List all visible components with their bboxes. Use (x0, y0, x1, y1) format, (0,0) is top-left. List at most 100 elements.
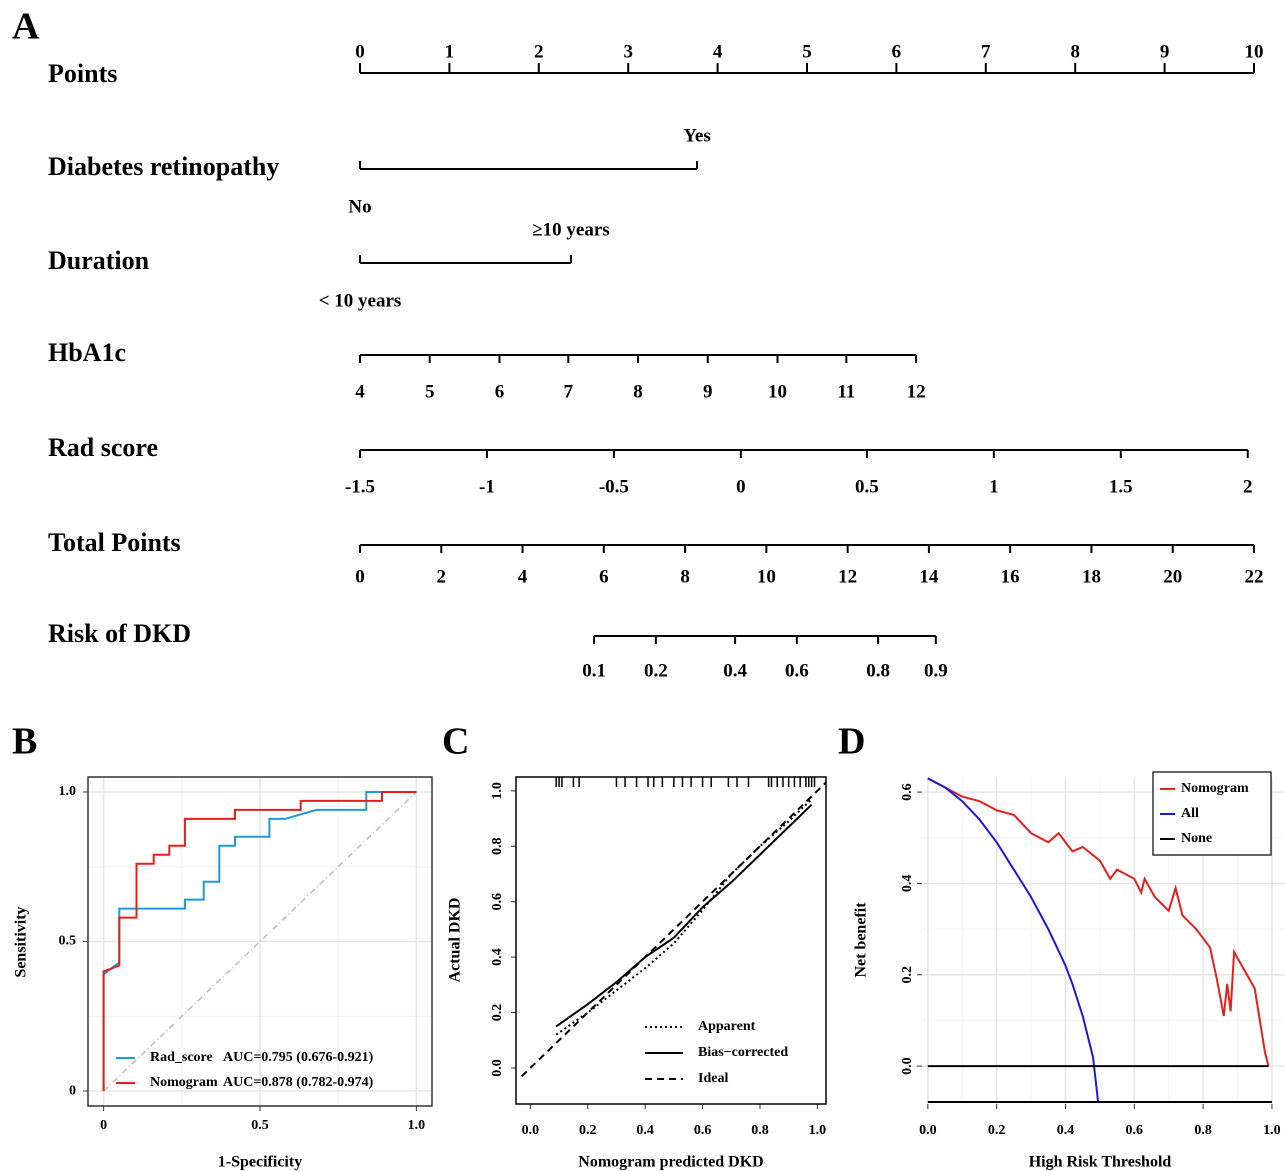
x-tick-label: 0 (100, 1118, 107, 1133)
level-label: 0.5 (855, 476, 879, 497)
x-tick-label: 0.4 (1057, 1123, 1075, 1138)
tick-label: 4 (518, 566, 528, 587)
tick-label: 9 (1160, 41, 1170, 62)
y-tick-label: 1.0 (490, 782, 505, 800)
y-tick-label: 0.2 (490, 1004, 505, 1022)
legend-label: Apparent (698, 1019, 756, 1034)
x-tick-label: 0.0 (919, 1123, 937, 1138)
level-label: 7 (564, 381, 574, 402)
y-tick-label: 0.4 (900, 875, 915, 893)
level-label: 0.2 (644, 660, 668, 681)
level-label: 5 (425, 381, 435, 402)
panel-label: C (442, 721, 469, 763)
legend-auc: AUC=0.795 (0.676-0.921) (223, 1050, 374, 1065)
y-tick-label: 0.5 (59, 934, 77, 949)
x-tick-label: 1.0 (809, 1123, 827, 1138)
legend-label: None (1181, 831, 1212, 846)
legend-label: Nomogram (150, 1075, 218, 1090)
level-label: 6 (495, 381, 505, 402)
series-line (102, 791, 417, 1091)
tick-label: 8 (1070, 41, 1080, 62)
tick-label: 6 (599, 566, 609, 587)
level-label: Yes (683, 125, 710, 146)
level-label: 0.6 (785, 660, 809, 681)
x-tick-label: 0.0 (522, 1123, 540, 1138)
tick-label: 4 (713, 41, 723, 62)
x-axis-title: Nomogram predicted DKD (578, 1154, 763, 1171)
tick-label: 12 (838, 566, 857, 587)
level-label: 2 (1243, 476, 1253, 497)
level-label: 11 (837, 381, 855, 402)
x-axis-title: High Risk Threshold (1029, 1154, 1172, 1171)
tick-label: 1 (445, 41, 455, 62)
level-label: No (348, 196, 371, 217)
level-label: 0.8 (866, 660, 890, 681)
level-label: 10 (768, 381, 787, 402)
level-label: ≥10 years (532, 219, 609, 240)
legend-label: All (1181, 806, 1199, 821)
level-label: 1 (989, 476, 999, 497)
series-line (555, 803, 813, 1028)
tick-label: 18 (1082, 566, 1101, 587)
row-name: Total Points (48, 528, 181, 557)
tick-label: 0 (355, 41, 365, 62)
x-tick-label: 0.2 (579, 1123, 597, 1138)
series-line (555, 798, 813, 1036)
x-tick-label: 0.6 (1126, 1123, 1144, 1138)
level-label: -0.5 (599, 476, 629, 497)
tick-label: 3 (623, 41, 633, 62)
x-tick-label: 0.2 (988, 1123, 1006, 1138)
series-line (927, 777, 1270, 1067)
row-name: Duration (48, 246, 150, 275)
x-tick-label: 1.0 (408, 1118, 426, 1133)
y-axis-title: Actual DKD (447, 898, 464, 983)
level-label: 1.5 (1109, 476, 1133, 497)
plot-border (87, 776, 433, 1107)
tick-label: 22 (1245, 566, 1264, 587)
row-name: Rad score (48, 433, 158, 462)
series-line (102, 791, 417, 1091)
x-tick-label: 0.8 (1194, 1123, 1212, 1138)
row-name: HbA1c (48, 338, 126, 367)
series-line (927, 777, 1100, 1103)
row-name: Diabetes retinopathy (48, 152, 279, 181)
x-tick-label: 0.5 (251, 1118, 269, 1133)
level-label: 4 (355, 381, 365, 402)
level-label: 12 (907, 381, 926, 402)
panel-label: A (12, 6, 40, 48)
tick-label: 20 (1163, 566, 1182, 587)
row-name: Points (48, 59, 117, 88)
tick-label: 2 (534, 41, 544, 62)
level-label: < 10 years (319, 290, 402, 311)
plot-border (515, 776, 827, 1105)
x-tick-label: 1.0 (1263, 1123, 1281, 1138)
level-label: 0.9 (924, 660, 948, 681)
y-axis-title: Net benefit (853, 902, 870, 978)
y-tick-label: 0.4 (490, 948, 505, 966)
tick-label: 5 (802, 41, 812, 62)
x-tick-label: 0.8 (751, 1123, 769, 1138)
panel-label: D (838, 721, 865, 763)
panel-label: B (12, 721, 37, 763)
tick-label: 7 (981, 41, 991, 62)
tick-label: 6 (892, 41, 902, 62)
level-label: 0.4 (723, 660, 747, 681)
x-tick-label: 0.4 (636, 1123, 654, 1138)
reference-diagonal (103, 791, 417, 1092)
x-axis-title: 1-Specificity (218, 1154, 302, 1171)
y-tick-label: 0.6 (900, 783, 915, 801)
legend-label: Nomogram (1181, 781, 1249, 796)
level-label: 8 (633, 381, 643, 402)
legend-label: Bias−corrected (698, 1045, 788, 1060)
row-name: Risk of DKD (48, 619, 191, 648)
y-tick-label: 0.0 (900, 1057, 915, 1075)
y-tick-label: 0.8 (490, 838, 505, 856)
x-tick-label: 0.6 (694, 1123, 712, 1138)
legend-label: Rad_score (150, 1050, 213, 1065)
level-label: 0 (736, 476, 746, 497)
series-line (521, 781, 827, 1078)
tick-label: 14 (919, 566, 939, 587)
legend-auc: AUC=0.878 (0.782-0.974) (223, 1075, 374, 1090)
tick-label: 16 (1001, 566, 1020, 587)
